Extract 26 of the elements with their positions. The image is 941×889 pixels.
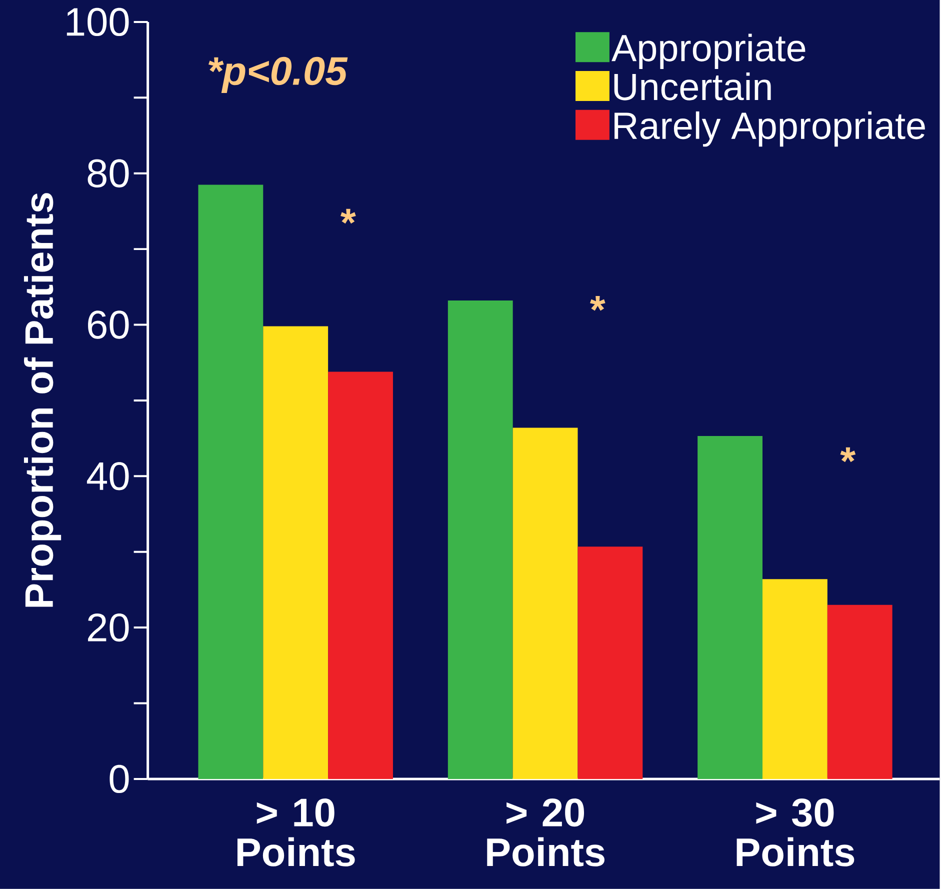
y-axis-title: Proportion of Patients	[24, 193, 62, 607]
y-tick-label: 60	[88, 310, 129, 339]
bar	[328, 372, 393, 780]
x-tick-label: > 10 Points	[237, 798, 355, 867]
legend-label: Rarely Appropriate	[614, 112, 925, 147]
bar	[698, 436, 762, 780]
x-tick-label: > 20 Points	[487, 798, 604, 867]
annotation: *p<0.05	[208, 57, 348, 94]
bar	[263, 326, 328, 780]
annotation: *	[840, 447, 856, 462]
y-tick-label: 40	[86, 462, 129, 490]
y-tick-label: 0	[110, 764, 129, 794]
bar	[512, 428, 578, 780]
legend-label: Uncertain	[614, 72, 771, 100]
y-tick-label: 20	[88, 614, 129, 642]
y-tick-label: 100	[66, 8, 129, 36]
bar	[762, 579, 828, 780]
annotation: *	[590, 296, 606, 311]
y-tick-label: 80	[88, 159, 129, 188]
bar	[198, 184, 264, 780]
bar	[578, 546, 643, 780]
annotation: *	[340, 208, 356, 224]
legend-label: Appropriate	[612, 34, 806, 70]
bar	[827, 604, 892, 780]
x-tick-label: > 30 Points	[736, 798, 854, 867]
bar	[448, 300, 513, 780]
